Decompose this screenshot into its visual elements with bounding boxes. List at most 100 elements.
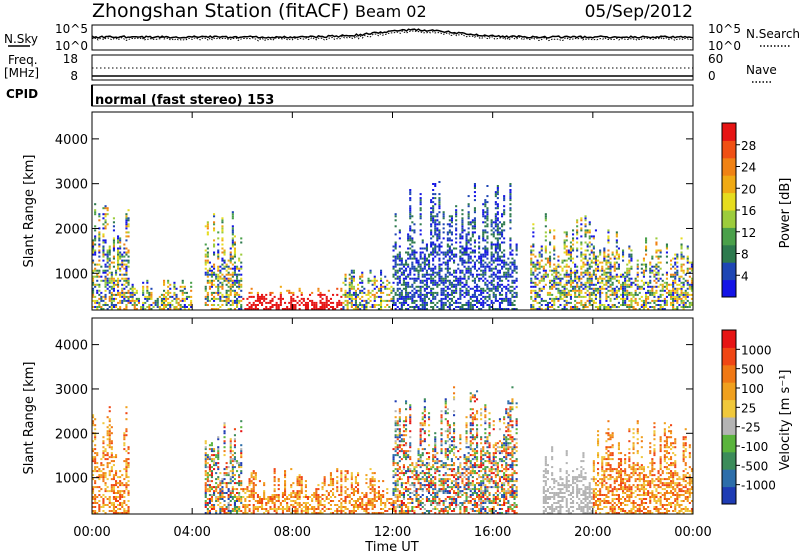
heatmap-cell (407, 237, 410, 240)
heatmap-cell (325, 306, 328, 308)
colorbar-swatch (722, 175, 736, 194)
heatmap-cell (217, 452, 220, 455)
heatmap-cell (473, 285, 476, 288)
heatmap-cell (444, 277, 447, 280)
heatmap-cell (298, 496, 301, 498)
heatmap-cell (599, 281, 602, 284)
heatmap-cell (208, 285, 211, 288)
heatmap-cell (496, 191, 499, 194)
heatmap-cell (100, 279, 103, 282)
heatmap-cell (394, 245, 397, 248)
heatmap-cell (227, 506, 230, 508)
heatmap-cell (181, 293, 184, 296)
heatmap-cell (442, 277, 445, 280)
heatmap-cell (275, 301, 278, 304)
heatmap-cell (588, 229, 591, 232)
heatmap-cell (617, 257, 620, 260)
heatmap-cell (423, 289, 426, 292)
heatmap-cell (430, 275, 433, 278)
heatmap-cell (271, 502, 274, 504)
heatmap-cell (315, 304, 318, 306)
heatmap-cell (219, 496, 222, 498)
heatmap-cell (438, 271, 441, 274)
heatmap-cell (102, 436, 105, 439)
heatmap-cell (92, 279, 95, 282)
heatmap-cell (344, 275, 347, 278)
heatmap-cell (240, 496, 243, 498)
heatmap-cell (434, 231, 437, 234)
heatmap-cell (183, 297, 186, 300)
heatmap-cell (102, 279, 105, 282)
heatmap-cell (649, 279, 652, 282)
heatmap-cell (670, 259, 673, 262)
heatmap-cell (586, 259, 589, 262)
heatmap-cell (544, 247, 547, 250)
heatmap-cell (102, 269, 105, 272)
heatmap-cell (98, 269, 101, 272)
heatmap-cell (584, 235, 587, 238)
heatmap-cell (597, 269, 600, 272)
heatmap-cell (674, 297, 677, 300)
heatmap-cell (655, 237, 658, 240)
heatmap-cell (252, 301, 255, 304)
heatmap-cell (567, 253, 570, 256)
heatmap-cell (569, 257, 572, 260)
heatmap-cell (315, 490, 318, 493)
heatmap-cell (210, 271, 213, 274)
heatmap-cell (279, 502, 282, 504)
heatmap-cell (438, 249, 441, 252)
heatmap-cell (96, 289, 99, 292)
heatmap-cell (208, 273, 211, 276)
heatmap-cell (473, 291, 476, 294)
heatmap-cell (273, 476, 276, 479)
heatmap-cell (231, 496, 234, 498)
heatmap-cell (563, 241, 566, 244)
heatmap-cell (509, 183, 512, 185)
heatmap-cell (96, 291, 99, 294)
heatmap-cell (513, 279, 516, 282)
heatmap-cell (267, 510, 270, 512)
heatmap-cell (231, 304, 234, 306)
heatmap-cell (413, 291, 416, 294)
heatmap-cell (544, 273, 547, 276)
heatmap-cell (296, 484, 299, 487)
heatmap-cell (150, 295, 153, 298)
heatmap-cell (108, 289, 111, 292)
heatmap-cell (102, 308, 105, 310)
heatmap-cell (436, 306, 439, 308)
heatmap-cell (94, 249, 97, 252)
heatmap-cell (617, 263, 620, 266)
heatmap-cell (258, 502, 261, 504)
heatmap-cell (367, 281, 370, 284)
heatmap-cell (273, 510, 276, 512)
heatmap-cell (672, 279, 675, 282)
heatmap-cell (653, 308, 656, 310)
heatmap-cell (584, 215, 587, 218)
heatmap-cell (384, 275, 387, 278)
heatmap-cell (112, 221, 115, 224)
heatmap-cell (127, 480, 130, 483)
heatmap-cell (225, 466, 228, 469)
heatmap-cell (423, 304, 426, 306)
heatmap-cell (594, 283, 597, 286)
heatmap-cell (119, 253, 122, 256)
heatmap-cell (484, 217, 487, 220)
heatmap-cell (465, 235, 468, 238)
heatmap-cell (102, 506, 105, 508)
heatmap-cell (173, 291, 176, 294)
heatmap-cell (484, 273, 487, 276)
heatmap-cell (400, 289, 403, 292)
heatmap-cell (411, 306, 414, 308)
heatmap-cell (532, 306, 535, 308)
heatmap-cell (365, 293, 368, 296)
heatmap-cell (442, 257, 445, 260)
heatmap-cell (225, 482, 228, 485)
heatmap-cell (657, 277, 660, 280)
heatmap-cell (455, 233, 458, 236)
heatmap-cell (325, 295, 328, 298)
heatmap-cell (231, 217, 234, 220)
heatmap-cell (98, 297, 101, 300)
heatmap-cell (181, 279, 184, 282)
heatmap-cell (607, 261, 610, 264)
heatmap-cell (540, 259, 543, 262)
